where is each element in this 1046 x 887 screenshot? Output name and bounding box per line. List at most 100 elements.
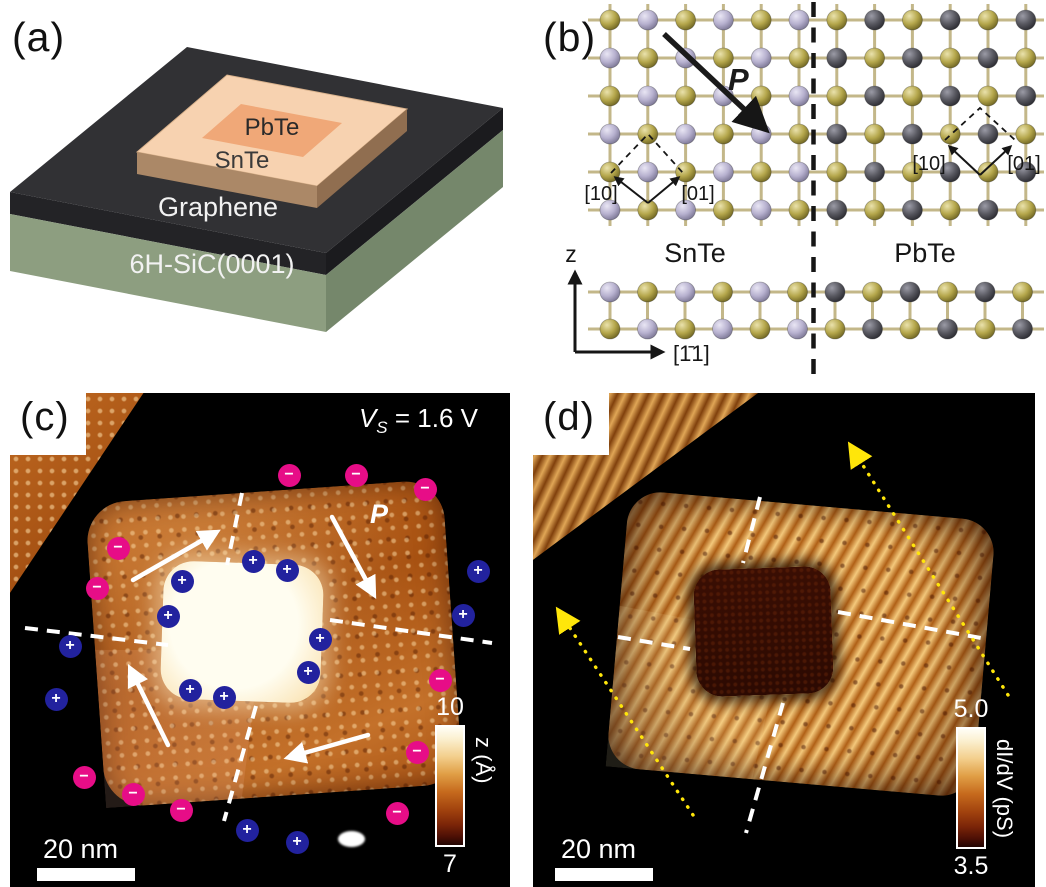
positive-charge-marker: + (58, 634, 82, 658)
sn-atom (675, 199, 697, 221)
lattice-side-atoms (599, 281, 1033, 340)
material-label-pbte: PbTe (894, 238, 956, 268)
te-atom (974, 318, 996, 340)
te-atom (864, 123, 886, 145)
bias-symbol: V (358, 403, 377, 433)
dir-01-arrow-right (979, 144, 1013, 176)
te-atom (1012, 281, 1033, 303)
positive-charge-marker: + (212, 685, 236, 709)
panel-c-label-patch: (c) (10, 393, 86, 455)
te-atom (637, 281, 658, 303)
panel-a: (a) PbTe SnTe Graphene 6H-SiC(0001) (0, 0, 530, 392)
te-atom (864, 47, 886, 69)
negative-charge-marker: − (106, 536, 130, 560)
colorbar-c: 10 7 z (Å) (420, 693, 496, 879)
snte-slab-right-face (317, 109, 407, 208)
pb-atom (901, 47, 923, 69)
dir-10-arrow-left (613, 176, 649, 204)
te-atom (788, 123, 810, 145)
te-atom (901, 161, 923, 183)
sn-atom (712, 318, 733, 340)
pb-atom (826, 199, 848, 221)
te-atom (712, 123, 734, 145)
colorbar-gradient-c (435, 725, 465, 847)
dir-01-arrow-left (647, 176, 681, 204)
bias-voltage-label: VS = 1.6 V (328, 403, 478, 438)
negative-charge-marker: − (72, 765, 96, 789)
sn-atom (637, 161, 659, 183)
sn-atom (637, 9, 659, 31)
dir-10-label-right: [10] (912, 153, 945, 175)
bias-subscript: S (376, 418, 388, 438)
pb-atom (901, 123, 923, 145)
pb-atom (862, 318, 883, 340)
dir-10-label-left: [10] (584, 183, 617, 205)
graphene-slab-right-face (326, 108, 503, 275)
colorbar-label-c: z (Å) (471, 737, 496, 784)
scale-bar-c: 20 nm (37, 834, 135, 881)
te-atom (977, 85, 999, 107)
panel-b: P [10] [01] [10] [01] SnTe PbTe z [1̄1] … (530, 0, 1046, 392)
pb-atom (937, 318, 958, 340)
pb-atom (1015, 161, 1037, 183)
pb-atom (1012, 318, 1033, 340)
positive-charge-marker: + (170, 569, 194, 593)
te-atom (939, 199, 961, 221)
sn-atom (788, 9, 810, 31)
te-atom (788, 47, 810, 69)
sn-atom (712, 161, 734, 183)
colorbar-min-c: 7 (443, 850, 457, 878)
layer-label-graphene: Graphene (158, 192, 278, 222)
sn-atom (788, 85, 810, 107)
te-atom (712, 281, 733, 303)
te-atom (899, 318, 921, 340)
te-atom (674, 318, 696, 340)
te-atom (937, 281, 958, 303)
pb-atom (826, 47, 848, 69)
te-atom (939, 47, 961, 69)
pb-atom (939, 9, 961, 31)
te-atom (977, 9, 999, 31)
z-axis-label: z (565, 241, 577, 267)
colorbar-max-d: 5.0 (953, 695, 989, 723)
te-atom (637, 123, 659, 145)
pb-atom (864, 85, 886, 107)
sic-slab-front-face (10, 214, 326, 332)
panel-c-label: (c) (20, 395, 70, 439)
pb-atom (1015, 85, 1037, 107)
negative-charge-marker: − (169, 798, 193, 822)
colorbar-max-c: 10 (436, 693, 464, 721)
scale-bar-line-c (37, 868, 135, 881)
pb-atom (826, 123, 848, 145)
negative-charge-marker: − (344, 463, 368, 487)
panel-d-didv-map: (d) 20 nm 5.0 3.5 dI/dV (pS) (533, 393, 1035, 887)
te-atom (750, 161, 772, 183)
layer-label-substrate: 6H-SiC(0001) (129, 249, 294, 279)
sn-atom (749, 281, 771, 303)
te-atom (750, 9, 772, 31)
positive-charge-marker: + (296, 660, 320, 684)
te-atom (901, 85, 923, 107)
te-atom (675, 9, 697, 31)
lattice-model-diagram: P [10] [01] [10] [01] SnTe PbTe z [1̄1] (565, 2, 1044, 380)
te-atom (824, 318, 846, 340)
polarization-arrow-b (662, 31, 770, 134)
pb-atom (977, 199, 999, 221)
te-atom (1015, 199, 1037, 221)
graphene-slab-front-face (10, 192, 326, 275)
negative-charge-marker: − (428, 668, 452, 692)
sn-atom (599, 281, 621, 303)
sn-atom (787, 318, 808, 340)
pb-atom (939, 161, 961, 183)
panel-d-label-patch: (d) (533, 393, 609, 455)
colorbar-label-d: dI/dV (pS) (992, 739, 1017, 839)
te-atom (637, 47, 659, 69)
negative-charge-marker: − (385, 801, 409, 825)
te-atom (901, 9, 923, 31)
dir-01-label-left: [01] (681, 183, 714, 205)
te-atom (939, 123, 961, 145)
te-atom (826, 161, 848, 183)
pb-atom (977, 123, 999, 145)
pbte-patch-top-face (202, 104, 342, 157)
sn-atom (675, 123, 697, 145)
